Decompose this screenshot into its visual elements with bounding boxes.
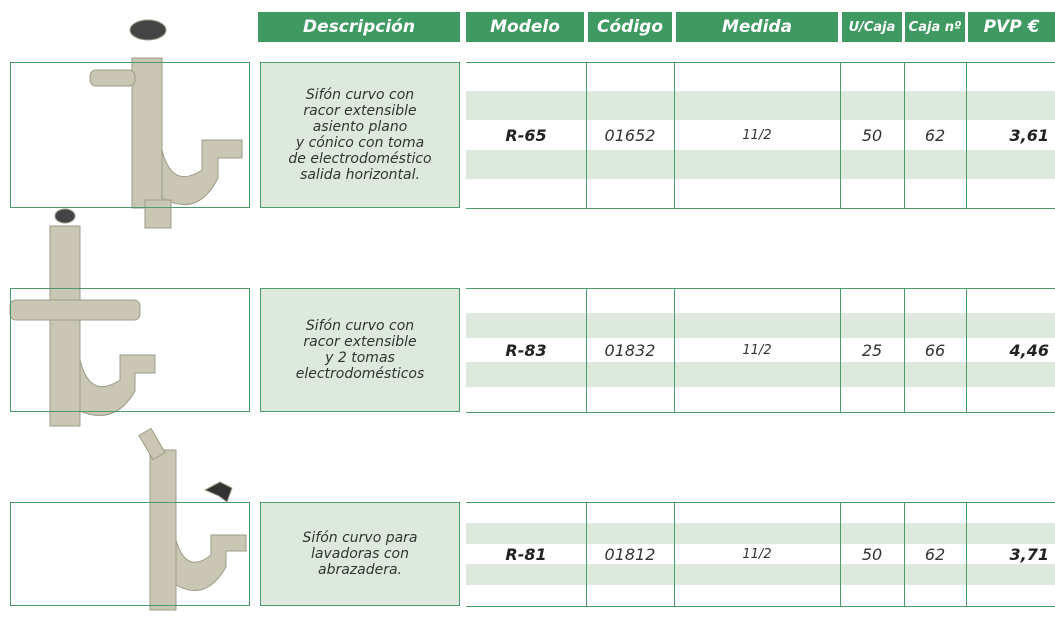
col-border: [674, 502, 675, 606]
row-border: [466, 502, 1055, 503]
row-border: [466, 288, 1055, 289]
col-border: [966, 502, 967, 606]
model-cell: R-81: [505, 544, 547, 564]
units-cell: 50: [861, 125, 883, 145]
column-header: Descripción: [258, 12, 460, 42]
code-cell: 01832: [604, 340, 656, 360]
price-cell: 3,61: [1009, 125, 1049, 145]
description: Sifón curvo con racor extensible asiento p…: [260, 62, 460, 208]
price-cell: 4,46: [1009, 340, 1049, 360]
model-cell: R-65: [505, 125, 547, 145]
description-line: salida horizontal.: [300, 167, 420, 183]
description-line: Sifón curvo para: [302, 530, 418, 546]
col-border: [840, 502, 841, 606]
units-cell: 25: [861, 340, 883, 360]
description-line: Sifón curvo con: [305, 318, 415, 334]
model-cell: R-83: [505, 340, 547, 360]
box-cell: 62: [924, 125, 946, 145]
image-frame: [10, 288, 250, 412]
column-header: Medida: [676, 12, 838, 42]
box-cell: 62: [924, 544, 946, 564]
col-border: [966, 288, 967, 412]
col-border: [840, 62, 841, 208]
row-band: [466, 149, 1055, 179]
col-border: [586, 502, 587, 606]
description-line: y cónico con toma: [295, 135, 425, 151]
col-border: [674, 288, 675, 412]
row-band: [466, 362, 1055, 388]
description-line: y 2 tomas: [325, 350, 395, 366]
description-line: de electrodoméstico: [288, 151, 432, 167]
measure-cell: 11/2: [742, 342, 772, 358]
col-border: [904, 502, 905, 606]
description-line: asiento plano: [312, 119, 408, 135]
col-border: [966, 62, 967, 208]
row-band: [466, 91, 1055, 121]
price-cell: 3,71: [1009, 544, 1049, 564]
col-border: [586, 62, 587, 208]
image-frame: [10, 502, 250, 606]
column-header: PVP €: [968, 12, 1055, 42]
description-line: electrodomésticos: [295, 366, 425, 382]
row-border: [466, 606, 1055, 607]
row-border: [466, 208, 1055, 209]
description-line: racor extensible: [303, 103, 417, 119]
description-line: Sifón curvo con: [305, 87, 415, 103]
col-border: [840, 288, 841, 412]
measure-cell: 11/2: [742, 127, 772, 143]
column-header: Modelo: [466, 12, 584, 42]
description: Sifón curvo con racor extensible y 2 tomas…: [260, 288, 460, 412]
column-header: U/Caja: [842, 12, 902, 42]
box-cell: 66: [924, 340, 946, 360]
row-band: [466, 522, 1055, 544]
units-cell: 50: [861, 544, 883, 564]
column-header: Caja nº: [905, 12, 965, 42]
row-border: [466, 412, 1055, 413]
col-border: [586, 288, 587, 412]
col-border: [904, 288, 905, 412]
description-line: racor extensible: [303, 334, 417, 350]
row-band: [466, 564, 1055, 586]
description-line: abrazadera.: [317, 562, 402, 578]
col-border: [904, 62, 905, 208]
col-border: [674, 62, 675, 208]
image-frame: [10, 62, 250, 208]
code-cell: 01812: [604, 544, 656, 564]
row-band: [466, 312, 1055, 338]
column-header: Código: [588, 12, 672, 42]
measure-cell: 11/2: [742, 546, 772, 562]
row-border: [466, 62, 1055, 63]
description: Sifón curvo para lavadoras con abrazadera.: [260, 502, 460, 606]
code-cell: 01652: [604, 125, 656, 145]
description-line: lavadoras con: [311, 546, 409, 562]
